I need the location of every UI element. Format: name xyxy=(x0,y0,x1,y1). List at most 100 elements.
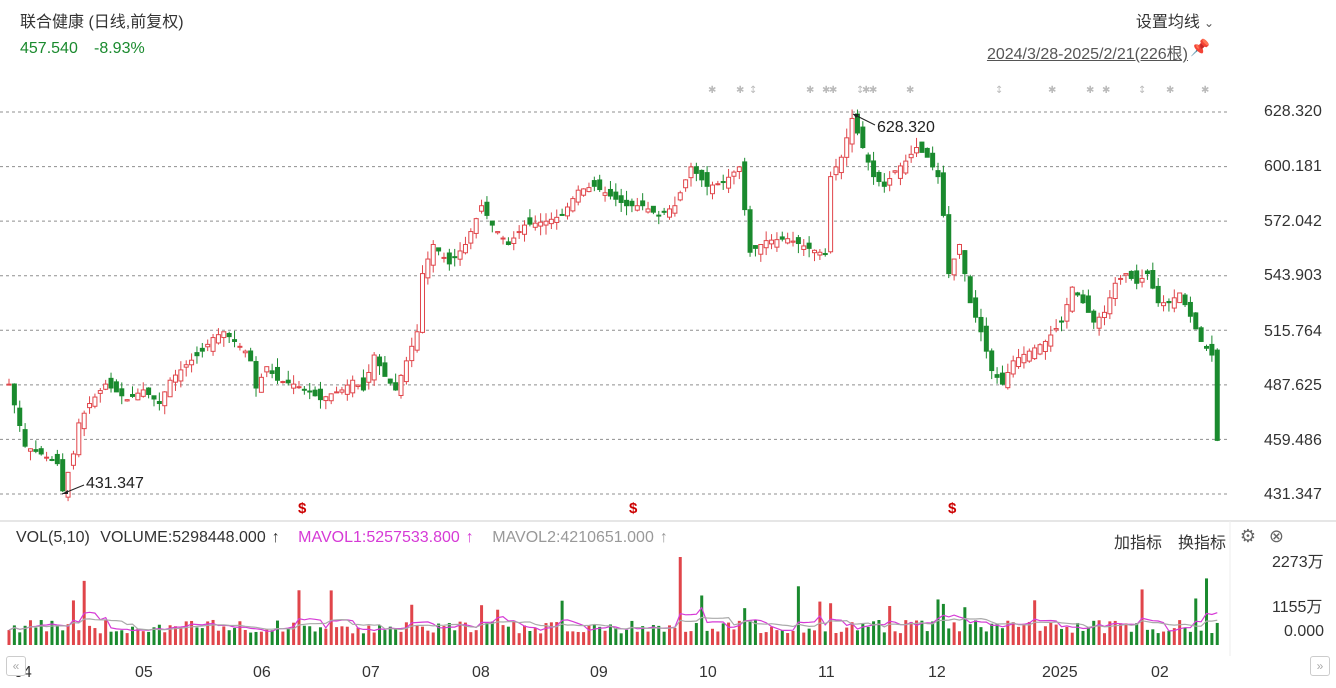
month-label: 12 xyxy=(928,664,946,681)
volume-bar xyxy=(845,627,849,645)
volume-bar xyxy=(598,626,602,645)
event-marker-icon: ↕ xyxy=(856,85,864,96)
price-change: -8.93% xyxy=(94,40,145,57)
candle-body xyxy=(1187,301,1193,317)
candle-body xyxy=(892,170,898,173)
low-value-label: 431.347 xyxy=(86,475,144,492)
volume-bar xyxy=(55,625,59,645)
candle-body xyxy=(801,245,807,250)
mavol2-value: MAVOL2:4210651.000 xyxy=(492,529,654,546)
volume-bar xyxy=(990,623,994,645)
volume-bar xyxy=(361,633,365,645)
candle-body xyxy=(978,316,984,333)
candle-body xyxy=(232,339,238,342)
candle-body xyxy=(403,360,409,383)
candle-body xyxy=(897,165,903,179)
volume-bar xyxy=(995,623,999,645)
candle-body xyxy=(178,369,184,382)
candle-body xyxy=(495,231,501,234)
candle-body xyxy=(1085,295,1091,313)
volume-bar xyxy=(1027,621,1031,645)
volume-bar xyxy=(431,632,435,645)
candle-body xyxy=(532,222,538,228)
gear-icon[interactable]: ⚙ xyxy=(1239,526,1256,546)
swap-indicator-button[interactable]: 换指标 xyxy=(1177,535,1226,552)
candle-body xyxy=(108,377,114,389)
candle-body xyxy=(785,238,791,244)
candle-body xyxy=(1123,273,1129,276)
candle-body xyxy=(468,231,474,244)
volume-bar xyxy=(1113,620,1117,645)
dividend-marker[interactable]: $ xyxy=(298,500,307,517)
volume-bar xyxy=(254,631,258,645)
close-icon[interactable]: ⊗ xyxy=(1268,526,1284,546)
volume-bar xyxy=(1102,633,1106,645)
volume-bar xyxy=(727,622,731,645)
add-indicator-button[interactable]: 加指标 xyxy=(1113,535,1162,552)
candle-body xyxy=(441,256,447,259)
volume-bar xyxy=(270,630,274,645)
high-value-label: 628.320 xyxy=(877,119,935,136)
volume-bar xyxy=(195,627,199,645)
volume-bar xyxy=(565,631,569,645)
candle-body xyxy=(60,459,66,492)
candle-body xyxy=(344,384,350,395)
candle-body xyxy=(1096,316,1102,329)
candle-body xyxy=(769,239,775,245)
mavol1-up-arrow-icon: ↑ xyxy=(465,529,474,546)
volume-bar xyxy=(898,633,902,645)
volume-bar xyxy=(1043,626,1047,645)
volume-bar xyxy=(243,629,247,645)
volume-bar xyxy=(276,620,279,645)
volume-bar xyxy=(694,623,698,645)
candle-body xyxy=(1010,360,1016,375)
low-arrow-head xyxy=(62,490,68,494)
candle-body xyxy=(1166,301,1172,304)
volume-bar xyxy=(211,619,215,645)
volume-bar xyxy=(463,622,467,645)
volume-bar xyxy=(915,620,919,645)
volume-bar xyxy=(45,631,49,645)
volume-bar xyxy=(399,631,403,645)
volume-bar xyxy=(872,621,876,645)
volume-bar xyxy=(458,621,462,645)
volume-bar xyxy=(764,632,768,645)
chevron-left-icon[interactable]: « xyxy=(6,656,26,676)
volume-bar xyxy=(651,624,655,645)
volume-bar xyxy=(1205,578,1209,645)
date-range-link[interactable]: 2024/3/28-2025/2/21(226根) xyxy=(986,46,1188,63)
pin-icon[interactable]: 📌 xyxy=(1190,40,1210,57)
candle-body xyxy=(172,374,178,383)
ma-settings-button[interactable]: 设置均线 ⌄ xyxy=(1136,8,1214,32)
candle-body xyxy=(1037,344,1043,355)
candle-body xyxy=(221,331,227,339)
volume-bar xyxy=(582,632,586,645)
dividend-marker[interactable]: $ xyxy=(629,500,638,517)
chevron-right-icon[interactable]: » xyxy=(1310,656,1330,676)
candle-body xyxy=(210,337,216,352)
candle-body xyxy=(806,242,812,249)
volume-bar xyxy=(1188,631,1192,645)
candle-body xyxy=(854,113,860,134)
volume-bar xyxy=(329,590,333,645)
volume-bar xyxy=(668,625,672,645)
candle-body xyxy=(242,350,248,354)
volume-bar xyxy=(839,631,843,645)
dividend-marker[interactable]: $ xyxy=(948,500,957,517)
candle-body xyxy=(1053,328,1059,331)
candle-body xyxy=(860,126,866,149)
month-label: 10 xyxy=(699,664,717,681)
volume-bar xyxy=(1017,626,1021,645)
volume-bar xyxy=(469,632,473,645)
event-marker-icon: ✱ xyxy=(736,85,744,96)
volume-bar xyxy=(249,632,253,645)
candle-body xyxy=(382,362,388,377)
candle-body xyxy=(371,354,377,381)
candle-body xyxy=(634,205,640,211)
candle-body xyxy=(1128,270,1134,279)
volume-bar xyxy=(1151,629,1155,645)
volume-bar xyxy=(114,631,118,645)
event-marker-icon: ✱ xyxy=(829,85,837,96)
vol-indicator-label: VOL(5,10) xyxy=(16,529,90,546)
